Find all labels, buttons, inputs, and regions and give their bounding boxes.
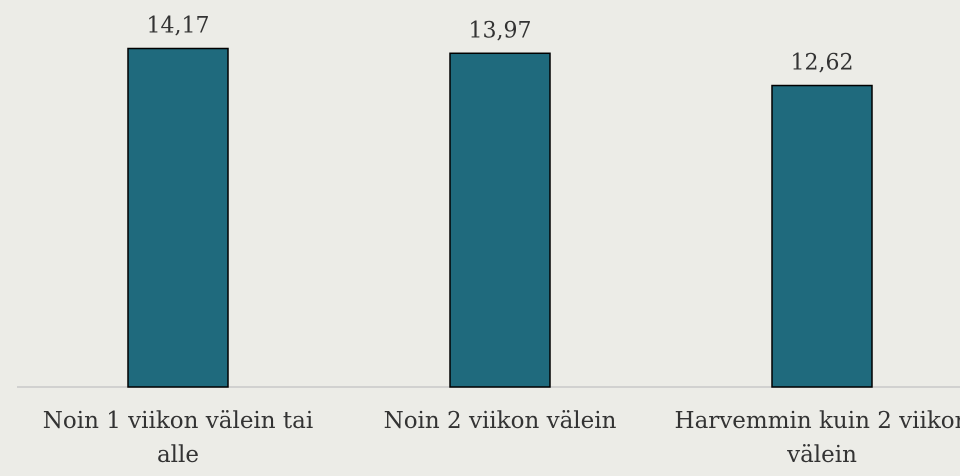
value-label: 13,97 <box>469 18 532 43</box>
bar <box>449 52 551 388</box>
value-label: 14,17 <box>147 13 210 38</box>
x-tick-label: Noin 1 viikon välein tai alle <box>42 408 314 468</box>
bar <box>771 84 873 388</box>
x-tick-label: Harvemmin kuin 2 viikon välein <box>674 408 960 468</box>
value-label: 12,62 <box>791 51 854 76</box>
x-tick-label: Noin 2 viikon välein <box>383 408 617 434</box>
bar <box>127 47 229 388</box>
